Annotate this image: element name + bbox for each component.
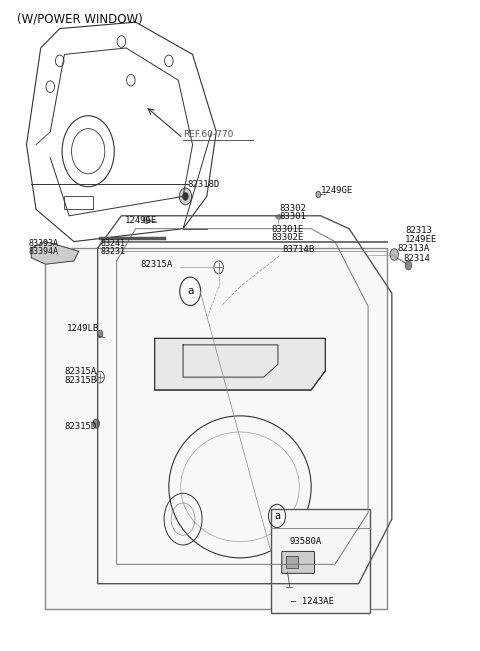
Text: 1249GE: 1249GE xyxy=(125,215,157,225)
Circle shape xyxy=(179,188,192,205)
FancyBboxPatch shape xyxy=(46,248,387,609)
FancyBboxPatch shape xyxy=(282,551,314,574)
Text: 1249EE: 1249EE xyxy=(405,235,437,244)
Circle shape xyxy=(405,261,412,270)
Text: 83241: 83241 xyxy=(100,239,125,248)
Text: — 1243AE: — 1243AE xyxy=(291,596,334,605)
Polygon shape xyxy=(155,339,325,390)
Circle shape xyxy=(390,249,398,260)
Text: 83301E: 83301E xyxy=(272,225,304,234)
FancyBboxPatch shape xyxy=(64,197,93,210)
Text: 83231: 83231 xyxy=(100,247,125,256)
Polygon shape xyxy=(31,242,79,264)
Circle shape xyxy=(182,193,188,201)
Text: 82315D: 82315D xyxy=(64,422,96,431)
FancyBboxPatch shape xyxy=(271,510,371,613)
Text: 83714B: 83714B xyxy=(283,245,315,255)
Text: 82313: 82313 xyxy=(405,226,432,235)
Text: REF.60-770: REF.60-770 xyxy=(183,130,233,139)
Text: 82318D: 82318D xyxy=(188,180,220,189)
Circle shape xyxy=(316,191,321,198)
Circle shape xyxy=(97,330,103,338)
Circle shape xyxy=(93,419,99,428)
Text: 82315A: 82315A xyxy=(140,260,173,270)
Text: 82313A: 82313A xyxy=(397,244,430,253)
Text: 1249GE: 1249GE xyxy=(321,186,353,195)
Text: a: a xyxy=(187,286,193,296)
Text: 82315A: 82315A xyxy=(64,367,96,376)
Text: a: a xyxy=(274,511,280,521)
Text: 93580A: 93580A xyxy=(290,537,322,546)
Text: 83301: 83301 xyxy=(279,212,306,221)
Polygon shape xyxy=(276,214,282,219)
FancyBboxPatch shape xyxy=(286,556,298,568)
Text: 83393A: 83393A xyxy=(29,239,59,248)
Circle shape xyxy=(144,215,149,223)
Text: 1249LB: 1249LB xyxy=(67,324,99,333)
Text: 83394A: 83394A xyxy=(29,247,59,256)
Text: (W/POWER WINDOW): (W/POWER WINDOW) xyxy=(17,12,143,25)
Text: 82315B: 82315B xyxy=(64,376,96,385)
Text: 83302E: 83302E xyxy=(272,232,304,242)
Text: 83302: 83302 xyxy=(279,204,306,212)
Text: 82314: 82314 xyxy=(403,254,430,263)
